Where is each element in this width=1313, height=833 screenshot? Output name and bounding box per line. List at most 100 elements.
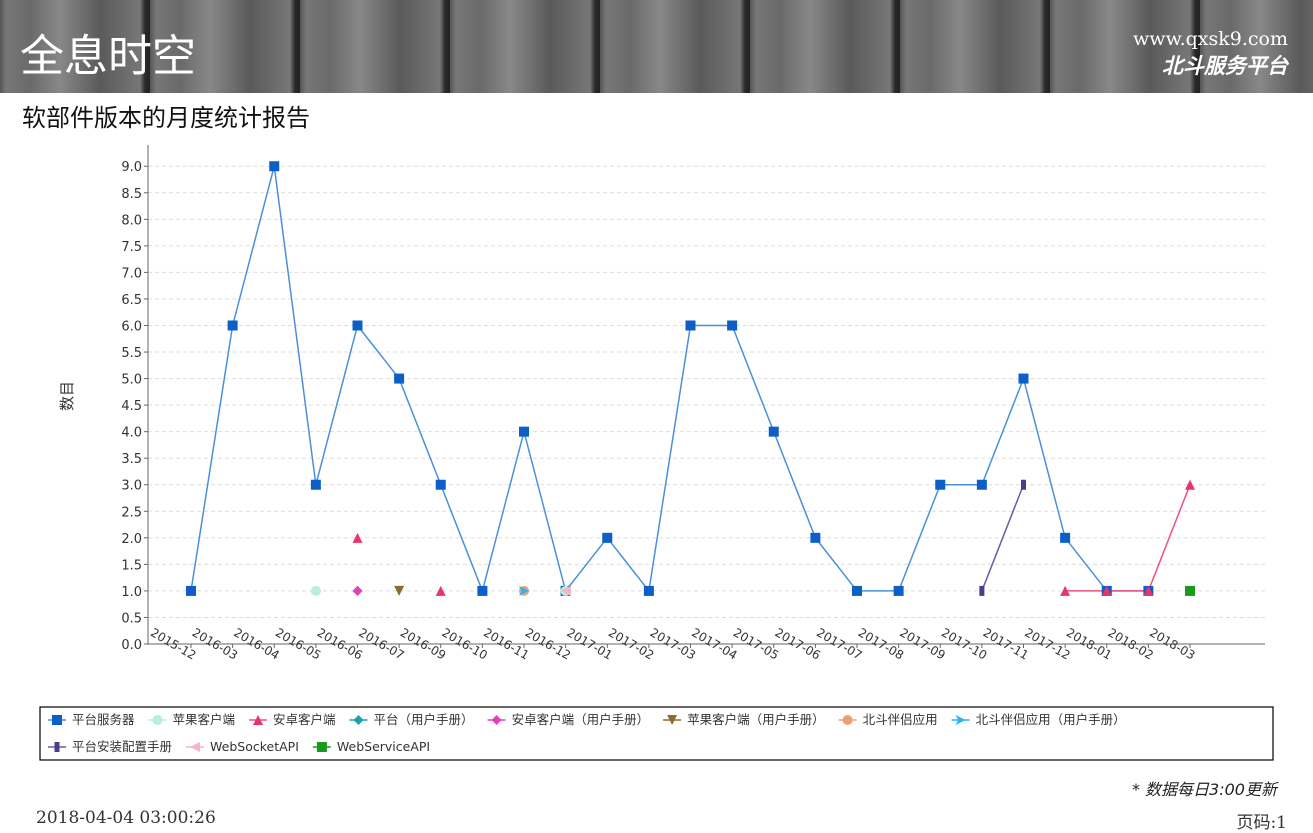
- marker: [979, 585, 985, 596]
- legend-marker: [842, 715, 853, 725]
- marker: [935, 479, 946, 490]
- legend-label: 北斗伴侣应用（用户手册）: [976, 712, 1126, 727]
- legend-item[interactable]: 北斗伴侣应用: [838, 712, 938, 727]
- legend-item[interactable]: 北斗伴侣应用（用户手册）: [951, 712, 1126, 727]
- legend-label: 平台服务器: [72, 712, 135, 727]
- marker: [852, 585, 862, 596]
- timestamp: 2018-04-04 03:00:26: [36, 808, 216, 828]
- marker: [1021, 479, 1026, 490]
- marker: [352, 320, 363, 331]
- chart: 数目 0.0 0.5 1.0 1.5 2.0 2.5 3.0 3.5 4.0 4.5 5.0 5.5 6…: [39, 145, 1274, 761]
- marker: [477, 585, 488, 596]
- update-note: * 数据每日3:00更新: [1131, 780, 1277, 799]
- legend-item[interactable]: 平台安装配置手册: [48, 739, 172, 754]
- marker: [893, 585, 904, 596]
- y-tick-label: 2.0: [121, 532, 142, 547]
- legend-marker: [54, 742, 60, 752]
- y-tick-label: 0.5: [121, 611, 142, 626]
- y-tick-label: 1.5: [121, 558, 142, 573]
- marker: [685, 320, 696, 331]
- legend-item[interactable]: 苹果客户端: [148, 712, 236, 727]
- marker: [310, 585, 321, 596]
- legend-box: [39, 706, 1274, 761]
- legend-item[interactable]: 安卓客户端（用户手册）: [487, 712, 650, 727]
- legend-marker: [353, 715, 364, 725]
- marker: [435, 585, 446, 596]
- legend-marker: [190, 742, 201, 752]
- y-tick-label: 7.0: [121, 266, 142, 281]
- series-line: [190, 166, 1149, 594]
- y-tick-label: 8.5: [121, 187, 142, 202]
- marker: [519, 585, 529, 596]
- marker: [310, 479, 321, 490]
- marker: [1060, 532, 1071, 543]
- legend-item[interactable]: WebSocketAPI: [186, 739, 299, 754]
- marker: [643, 585, 654, 596]
- y-tick-label: 1.0: [121, 585, 142, 600]
- marker: [727, 320, 738, 331]
- marker: [560, 585, 571, 596]
- legend-item[interactable]: 平台（用户手册）: [349, 712, 474, 727]
- y-tick-label: 4.0: [121, 426, 142, 441]
- legend-label: 苹果客户端: [173, 712, 236, 727]
- y-tick-label: 8.0: [121, 213, 142, 228]
- marker: [519, 426, 529, 437]
- legend-label: WebSocketAPI: [210, 739, 299, 754]
- marker: [1185, 585, 1195, 596]
- marker: [768, 426, 779, 437]
- legend-label: 苹果客户端（用户手册）: [687, 712, 825, 727]
- legend-marker: [316, 742, 327, 752]
- y-tick-label: 4.5: [121, 399, 142, 414]
- legend-marker: [491, 715, 502, 725]
- y-tick-label: 2.5: [121, 505, 142, 520]
- y-axis-label: 数目: [58, 381, 76, 411]
- legend-marker: [152, 715, 163, 725]
- page-number: 页码:1: [1236, 813, 1287, 833]
- y-tick-label: 6.0: [121, 319, 142, 334]
- y-tick-label: 3.5: [121, 452, 142, 467]
- marker: [602, 532, 613, 543]
- marker: [352, 532, 363, 543]
- y-tick-label: 5.5: [121, 346, 142, 361]
- y-tick-label: 0.0: [121, 638, 142, 653]
- marker: [1101, 585, 1112, 596]
- series-line: [981, 484, 1025, 592]
- marker: [976, 479, 987, 490]
- marker: [227, 320, 238, 331]
- legend-marker: [667, 715, 678, 725]
- legend-marker: [52, 715, 62, 725]
- legend-label: 安卓客户端: [273, 712, 336, 727]
- legend-item[interactable]: WebServiceAPI: [312, 739, 430, 754]
- marker: [1060, 585, 1071, 596]
- platform-name: 北斗服务平台: [1162, 54, 1288, 78]
- marker: [1185, 479, 1195, 490]
- legend-item[interactable]: 安卓客户端: [249, 712, 336, 727]
- y-tick-label: 6.5: [121, 293, 142, 308]
- series-line: [1065, 484, 1191, 592]
- legend-marker: [253, 715, 264, 725]
- y-tick-label: 9.0: [121, 160, 142, 175]
- legend-item[interactable]: 平台服务器: [48, 712, 135, 727]
- y-tick-label: 7.5: [121, 240, 142, 255]
- legend-label: 安卓客户端（用户手册）: [512, 712, 650, 727]
- y-tick-label: 5.0: [121, 373, 142, 388]
- marker: [1143, 585, 1154, 596]
- legend-item[interactable]: 苹果客户端（用户手册）: [663, 712, 825, 727]
- y-tick-label: 3.0: [121, 479, 142, 494]
- report-title: 软部件版本的月度统计报告: [22, 104, 310, 132]
- marker: [394, 585, 405, 596]
- marker: [435, 479, 446, 490]
- legend-label: WebServiceAPI: [337, 739, 430, 754]
- site-url[interactable]: www.qxsk9.com: [1133, 28, 1288, 50]
- marker: [810, 532, 821, 543]
- brand: 全息时空: [20, 31, 196, 82]
- marker: [394, 373, 405, 384]
- marker: [352, 585, 363, 596]
- legend-label: 平台安装配置手册: [72, 739, 172, 754]
- marker: [186, 585, 196, 596]
- legend-label: 平台（用户手册）: [374, 712, 474, 727]
- legend-marker: [955, 715, 966, 725]
- banner: 全息时空 www.qxsk9.com 北斗服务平台: [0, 0, 1313, 93]
- marker: [1018, 373, 1029, 384]
